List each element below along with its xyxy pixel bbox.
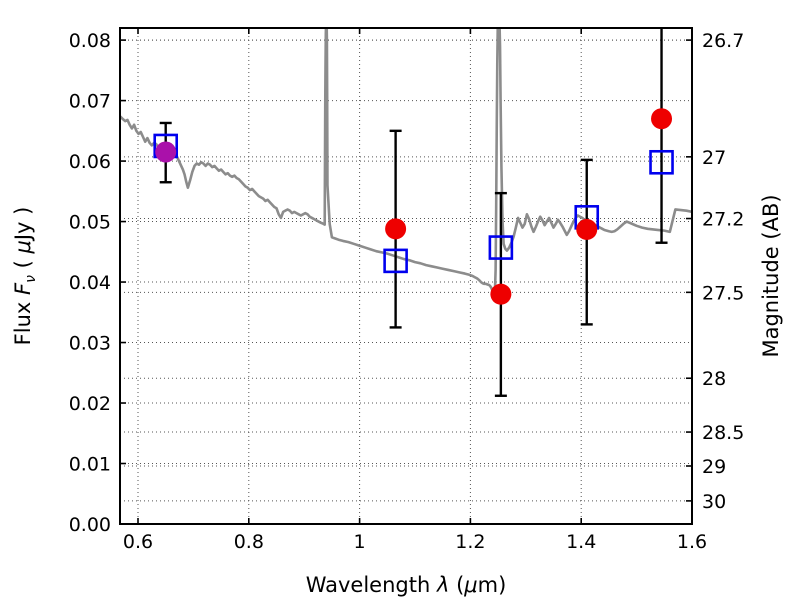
observed-photometry-circle <box>155 141 177 163</box>
y-right-tick-label: 28 <box>702 368 726 390</box>
x-axis-ticks: 0.6 0.8 1 1.2 1.4 1.6 <box>123 28 707 553</box>
x-tick-label: 0.8 <box>234 531 264 553</box>
plot-frame <box>119 27 693 525</box>
x-tick-label: 1.6 <box>677 531 707 553</box>
x-tick-label: 1.4 <box>566 531 596 553</box>
y-left-tick-label: 0.04 <box>69 272 111 294</box>
y-right-axis-ticks: 26.7 27 27.2 27.5 28 28.5 29 30 <box>686 30 744 513</box>
model-photometry-square <box>383 248 408 274</box>
observed-photometry-circle <box>651 108 673 130</box>
y-right-tick-label: 27 <box>702 147 726 169</box>
observed-photometry-circle <box>490 283 512 305</box>
errorbars <box>159 28 668 397</box>
y-right-tick-label: 28.5 <box>702 422 744 444</box>
y-left-tick-label: 0.01 <box>69 454 111 476</box>
model-photometry-markers <box>153 133 674 274</box>
y-right-tick-label: 27.2 <box>702 209 744 231</box>
y-right-tick-label: 26.7 <box>702 30 744 52</box>
y-left-tick-label: 0.03 <box>69 333 111 355</box>
axis-titles: Wavelength λ (μm) Flux Fν ( μJy ) Magnitud… <box>11 194 783 597</box>
grid-lines <box>120 28 693 525</box>
x-tick-label: 0.6 <box>123 531 153 553</box>
spectrum-curve <box>120 28 692 296</box>
x-axis-title: Wavelength λ (μm) <box>306 573 507 597</box>
y-right-axis-title: Magnitude (AB) <box>759 194 783 357</box>
model-photometry-square <box>649 149 674 175</box>
axes-frame <box>119 27 693 525</box>
y-right-tick-label: 27.5 <box>702 282 744 304</box>
y-left-tick-label: 0.00 <box>69 514 111 536</box>
y-left-axis-title: Flux Fν ( μJy ) <box>11 207 39 346</box>
y-left-tick-label: 0.05 <box>69 212 111 234</box>
y-left-tick-label: 0.02 <box>69 393 111 415</box>
observed-photometry-circle <box>385 218 407 240</box>
y-right-tick-label: 30 <box>702 491 726 513</box>
observed-photometry-markers <box>155 108 673 305</box>
model-spectrum-line <box>120 28 692 296</box>
y-left-tick-label: 0.07 <box>69 91 111 113</box>
model-photometry-square <box>488 235 514 260</box>
x-tick-label: 1 <box>354 531 366 553</box>
x-tick-label: 1.2 <box>455 531 485 553</box>
y-left-axis-ticks: 0.00 0.01 0.02 0.03 0.04 0.05 0.06 0.07 0.08 <box>69 30 126 536</box>
y-right-tick-label: 29 <box>702 456 726 478</box>
observed-photometry-circle <box>576 218 598 240</box>
y-left-tick-label: 0.08 <box>69 30 111 52</box>
y-left-tick-label: 0.06 <box>69 151 111 173</box>
